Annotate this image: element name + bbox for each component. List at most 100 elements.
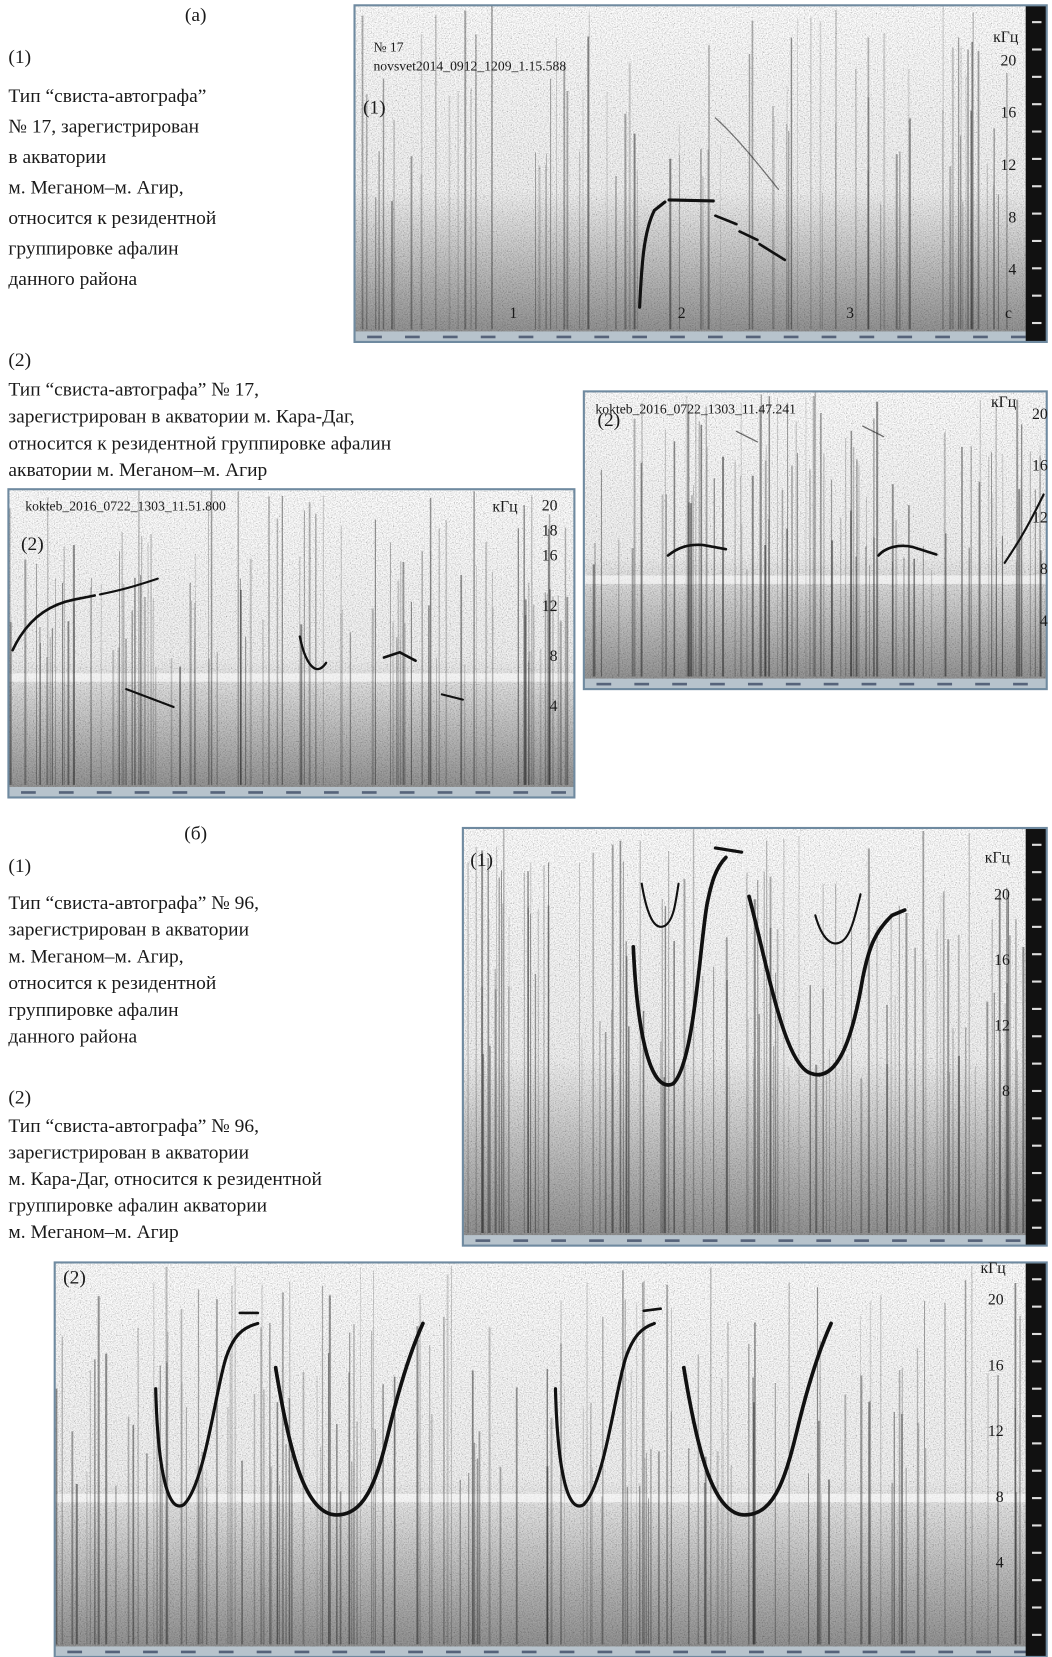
label: группировке афалин [8, 1000, 178, 1021]
time-axis-tick [257, 1651, 272, 1654]
time-axis-tick [632, 336, 647, 339]
spectrogram [8, 489, 574, 797]
time-axis-tick [708, 336, 723, 339]
time-axis-tick [973, 336, 988, 339]
time-axis-tick [594, 336, 609, 339]
frequency-strip-tick [1032, 1278, 1041, 1280]
time-axis-tick [741, 1239, 756, 1242]
frequency-strip-tick [1032, 1145, 1041, 1147]
spectrogram [463, 828, 1047, 1246]
time-axis-tick [181, 1651, 196, 1654]
time-axis-tick [438, 791, 453, 794]
time-axis-tick [976, 1651, 991, 1654]
label: № 17, зарегистрирован [8, 117, 199, 138]
frequency-strip-tick [1032, 322, 1041, 324]
frequency-strip-tick [1032, 1090, 1041, 1092]
frequency-unit: кГц [492, 498, 518, 515]
frequency-tick-label: 16 [1000, 105, 1016, 122]
frequency-strip-tick [1032, 1442, 1041, 1444]
frequency-tick-label: 8 [996, 1489, 1004, 1506]
time-axis-tick [59, 791, 74, 794]
frequency-strip-tick [1032, 1524, 1041, 1526]
label: (б) [184, 824, 207, 845]
time-axis-tick [825, 1651, 840, 1654]
frequency-strip-tick [1032, 1063, 1041, 1065]
frequency-strip-tick [1032, 1388, 1041, 1390]
frequency-strip-tick [1032, 1415, 1041, 1417]
file-name: kokteb_2016_0722_1303_11.47.241 [595, 401, 796, 416]
time-axis-tick [332, 1651, 347, 1654]
frequency-tick-label: 12 [988, 1423, 1004, 1440]
frequency-unit: кГц [980, 1260, 1006, 1277]
frequency-tick-label: 20 [1032, 406, 1048, 423]
frequency-strip-tick [1032, 1360, 1041, 1362]
frequency-strip-tick [1032, 1199, 1041, 1201]
time-axis-tick [362, 791, 377, 794]
time-axis-tick [219, 1651, 234, 1654]
spectrogram [584, 391, 1047, 689]
panel-number: (1) [363, 98, 386, 119]
frequency-strip-tick [1032, 1606, 1041, 1608]
time-axis-tick [370, 1651, 385, 1654]
label: м. Меганом–м. Агир [8, 1222, 178, 1243]
frequency-tick-label: 4 [1040, 613, 1048, 630]
time-axis-tick [408, 1651, 423, 1654]
frequency-strip-tick [1032, 1117, 1041, 1119]
frequency-unit: кГц [985, 850, 1011, 867]
time-axis-tick [551, 791, 566, 794]
time-mark: 3 [846, 305, 854, 322]
frequency-strip-tick [1032, 1634, 1041, 1636]
frequency-tick-label: 12 [1000, 157, 1016, 174]
panel-number: (2) [21, 534, 44, 555]
frequency-tick-label: 4 [1008, 262, 1016, 279]
time-axis-tick [627, 1239, 642, 1242]
time-axis-tick [446, 1651, 461, 1654]
time-axis-tick [598, 1651, 613, 1654]
frequency-tick-label: 12 [542, 598, 558, 615]
time-axis-tick [897, 336, 912, 339]
frequency-strip-tick [1032, 267, 1041, 269]
time-axis-tick [286, 791, 301, 794]
frequency-tick-label: 18 [542, 522, 558, 539]
time-axis-tick [443, 336, 458, 339]
frequency-tick-label: 20 [988, 1292, 1004, 1309]
whistle-contour [669, 200, 713, 201]
time-axis-tick [824, 683, 839, 686]
panel-number: (1) [470, 850, 493, 871]
frequency-strip-tick [1032, 1306, 1041, 1308]
frequency-strip-tick [1032, 1470, 1041, 1472]
file-name: kokteb_2016_0722_1303_11.51.800 [25, 498, 226, 513]
frequency-strip-tick [1032, 1333, 1041, 1335]
low-frequency-noise [8, 489, 574, 797]
time-axis-tick [859, 336, 874, 339]
time-axis-tick [711, 1651, 726, 1654]
time-axis-tick [367, 336, 382, 339]
time-axis-tick [938, 1651, 953, 1654]
frequency-strip-tick [1032, 158, 1041, 160]
time-axis-tick [484, 1651, 499, 1654]
label: м. Кара-Даг, относится к резидентной [8, 1169, 321, 1190]
frequency-strip-tick [1032, 926, 1041, 928]
record-number: № 17 [373, 40, 403, 55]
time-axis-tick [892, 1239, 907, 1242]
frequency-tick-label: 16 [994, 952, 1010, 969]
time-axis-tick [634, 683, 649, 686]
frequency-strip-tick [1032, 871, 1041, 873]
time-axis-tick [854, 1239, 869, 1242]
label: (2) [8, 1088, 31, 1109]
time-axis-tick [143, 1651, 158, 1654]
time-axis-tick [816, 1239, 831, 1242]
label: Тип “свиста-автографа” № 96, [8, 893, 259, 914]
time-axis-tick [105, 1651, 120, 1654]
frequency-strip-tick [1032, 844, 1041, 846]
time-axis-tick [476, 1239, 491, 1242]
frequency-tick-label: 12 [994, 1018, 1010, 1035]
time-axis-tick [513, 791, 528, 794]
frequency-strip-tick [1032, 240, 1041, 242]
time-mark: 1 [509, 305, 517, 322]
time-axis-tick [400, 791, 415, 794]
frequency-strip [1026, 1262, 1047, 1657]
frequency-tick-label: 8 [1002, 1083, 1010, 1100]
time-axis-tick [901, 1651, 916, 1654]
time-axis-tick [324, 791, 339, 794]
